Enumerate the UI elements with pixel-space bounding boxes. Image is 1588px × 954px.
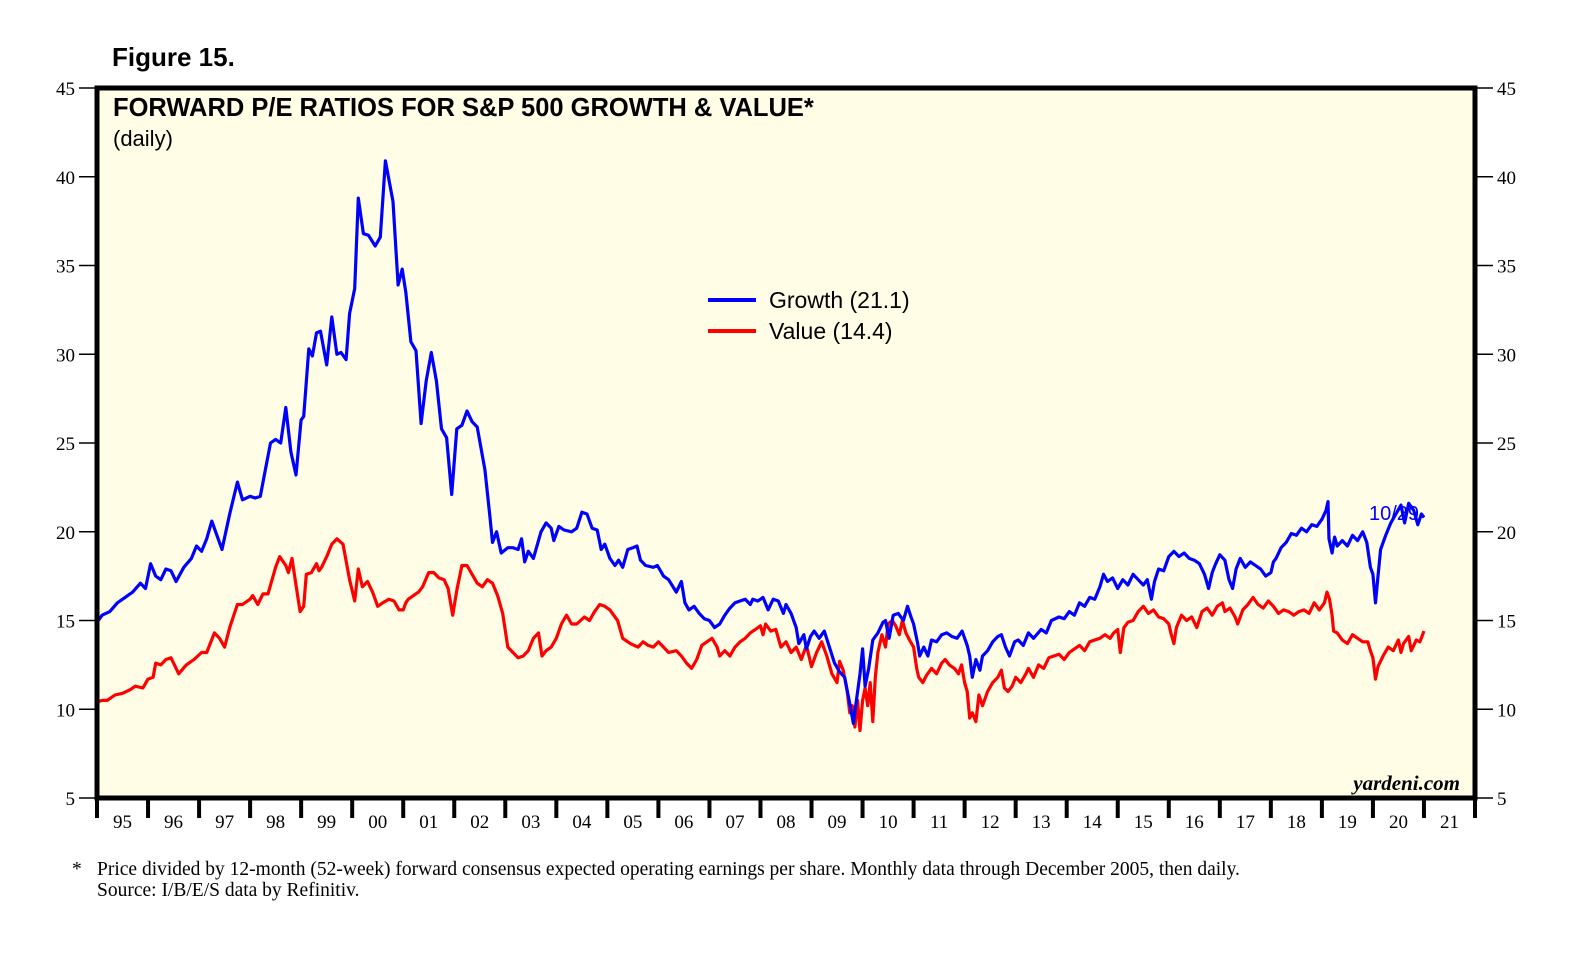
footnote-text: Price divided by 12-month (52-week) forw… — [97, 859, 1240, 880]
footnote-marker: * — [72, 859, 82, 880]
left-ytick-label: 30 — [56, 345, 75, 366]
left-ytick-label: 5 — [66, 789, 76, 810]
right-ytick-label: 20 — [1497, 523, 1516, 544]
chart-title: FORWARD P/E RATIOS FOR S&P 500 GROWTH & … — [113, 94, 814, 122]
legend-label-growth: Growth (21.1) — [769, 287, 910, 313]
right-ytick-label: 5 — [1497, 789, 1507, 810]
series-line-growth — [95, 159, 1426, 726]
legend: Growth (21.1) Value (14.4) — [708, 287, 910, 344]
xtick-label: 14 — [1083, 812, 1103, 833]
left-ytick-label: 15 — [56, 612, 75, 633]
xtick-label: 10 — [879, 812, 898, 833]
right-ytick-label: 35 — [1497, 257, 1516, 278]
xtick-label: 95 — [113, 812, 132, 833]
xtick-label: 08 — [777, 812, 796, 833]
xtick-label: 99 — [317, 812, 336, 833]
left-ytick-label: 10 — [56, 700, 75, 721]
right-ytick-label: 25 — [1497, 434, 1516, 455]
left-ytick-label: 40 — [56, 168, 75, 189]
xtick-label: 12 — [981, 812, 1000, 833]
right-ytick-label: 45 — [1497, 79, 1516, 100]
xtick-label: 05 — [623, 812, 642, 833]
xtick-label: 17 — [1236, 812, 1255, 833]
end-date-annotation: 10/29 — [1369, 503, 1419, 525]
right-ytick-label: 15 — [1497, 612, 1516, 633]
plot-frame — [94, 85, 1478, 801]
plot-background — [97, 88, 1475, 798]
xtick-label: 19 — [1338, 812, 1357, 833]
xtick-label: 20 — [1389, 812, 1408, 833]
xtick-label: 01 — [419, 812, 438, 833]
xtick-label: 11 — [930, 812, 948, 833]
xtick-label: 04 — [572, 812, 592, 833]
footnote: * Price divided by 12-month (52-week) fo… — [72, 859, 1240, 901]
xtick-label: 15 — [1134, 812, 1153, 833]
legend-label-value: Value (14.4) — [769, 318, 893, 344]
xtick-label: 09 — [828, 812, 847, 833]
xtick-label: 98 — [266, 812, 285, 833]
xtick-label: 21 — [1440, 812, 1459, 833]
xtick-label: 06 — [674, 812, 693, 833]
xtick-label: 07 — [725, 812, 744, 833]
x-axis: 95 96 97 98 99 00 01 02 03 04 05 06 07 08 09 10 11 12 13 14… — [95, 798, 1477, 833]
left-ytick-label: 20 — [56, 523, 75, 544]
right-ytick-label: 10 — [1497, 700, 1516, 721]
xtick-label: 16 — [1185, 812, 1204, 833]
left-ytick-label: 35 — [56, 257, 75, 278]
right-y-axis: 5 10 15 20 25 30 35 40 45 — [1475, 79, 1516, 810]
xtick-label: 13 — [1032, 812, 1051, 833]
watermark: yardeni.com — [1350, 771, 1460, 795]
series-line-value — [96, 537, 1426, 733]
chart-subtitle: (daily) — [113, 126, 173, 151]
left-y-axis: 5 10 15 20 25 30 35 40 45 — [56, 79, 97, 810]
right-ytick-label: 30 — [1497, 345, 1516, 366]
footnote-source: Source: I/B/E/S data by Refinitiv. — [97, 880, 360, 901]
series-layer — [95, 159, 1426, 733]
right-ytick-label: 40 — [1497, 168, 1516, 189]
xtick-label: 00 — [368, 812, 387, 833]
xtick-label: 96 — [164, 812, 183, 833]
xtick-label: 18 — [1287, 812, 1306, 833]
left-ytick-label: 25 — [56, 434, 75, 455]
xtick-label: 02 — [470, 812, 489, 833]
xtick-label: 97 — [215, 812, 234, 833]
xtick-label: 03 — [521, 812, 540, 833]
figure-label: Figure 15. — [112, 42, 235, 72]
left-ytick-label: 45 — [56, 79, 75, 100]
